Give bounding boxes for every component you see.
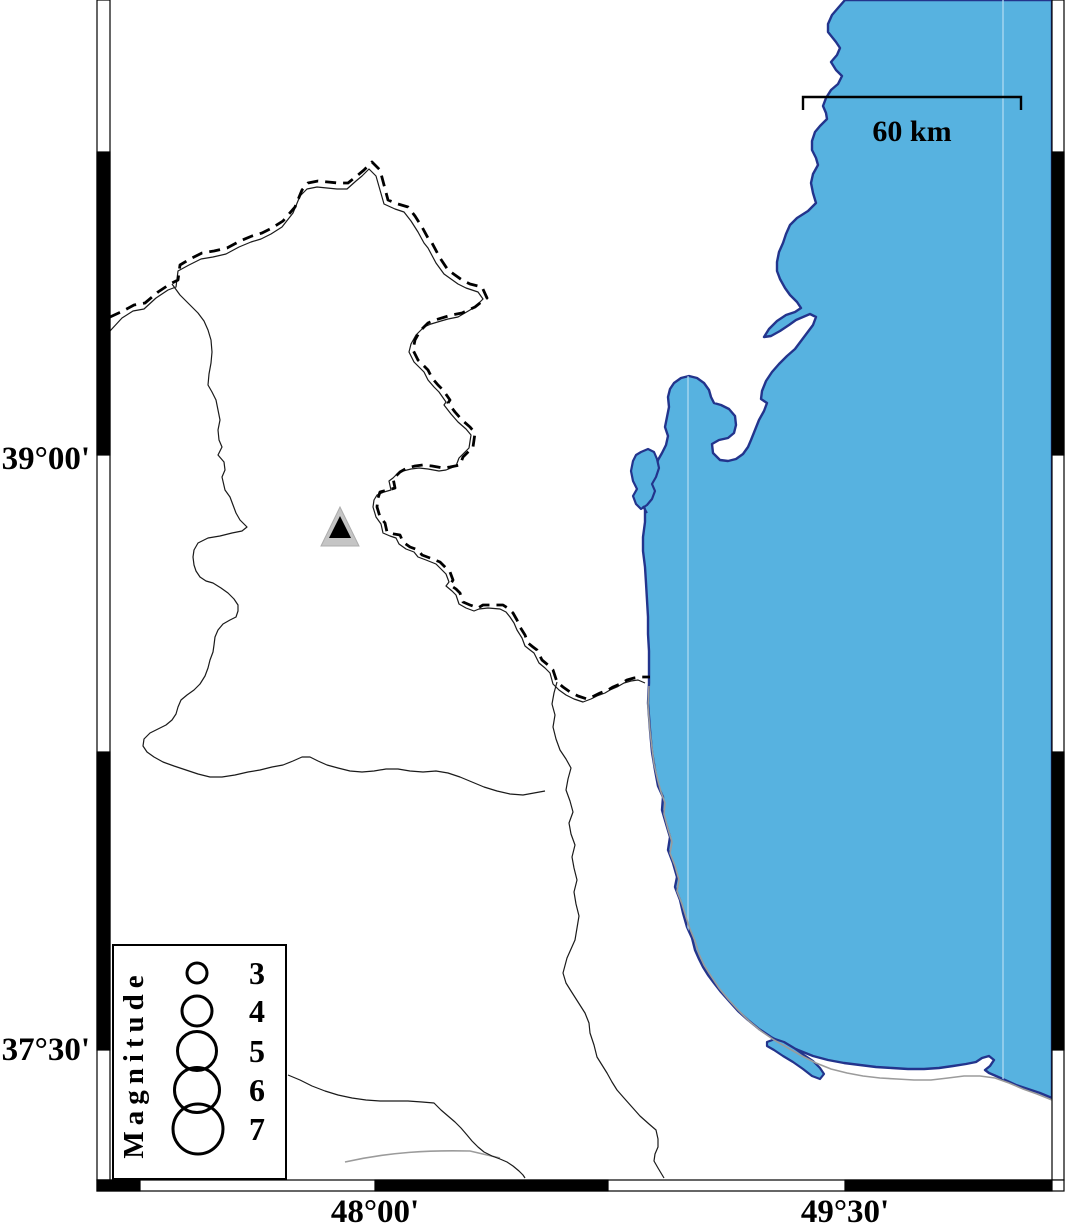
legend-circle-m7 bbox=[171, 1102, 225, 1156]
scale-bar-label: 60 km bbox=[872, 115, 951, 148]
lon-tick-49-30: 49°30' bbox=[801, 1194, 889, 1229]
legend-circle-m6 bbox=[173, 1066, 221, 1114]
legend-circle-m3 bbox=[185, 961, 209, 985]
land-lines bbox=[109, 168, 665, 1179]
legend-circle-m4 bbox=[180, 994, 214, 1028]
dashed-border bbox=[109, 160, 650, 701]
coastal-spit-polygon bbox=[765, 1037, 826, 1081]
scale-bar-line bbox=[801, 95, 1023, 110]
legend-box: Magnitude 3 4 5 6 7 bbox=[112, 944, 287, 1180]
southwest-line bbox=[287, 1074, 526, 1179]
legend-value-m5: 5 bbox=[249, 1033, 265, 1069]
sea-caspian bbox=[641, 0, 1054, 1100]
lat-tick-39-00: 39°00' bbox=[2, 441, 90, 477]
western-river bbox=[142, 283, 546, 796]
lagoon-channel bbox=[642, 505, 648, 514]
station-triangle-inner bbox=[329, 516, 351, 538]
border-river bbox=[109, 168, 646, 703]
scale-bar: 60 km bbox=[801, 95, 1023, 148]
sea-polygon bbox=[641, 0, 1054, 1100]
legend-value-m7: 7 bbox=[249, 1111, 265, 1147]
legend-value-m4: 4 bbox=[249, 993, 265, 1029]
legend-value-m6: 6 bbox=[249, 1072, 265, 1108]
lagoon-polygon bbox=[629, 447, 661, 511]
frame-bottom-black-3 bbox=[844, 1179, 1053, 1192]
frame-left-black-2 bbox=[96, 751, 111, 1051]
frame-bottom-black-1 bbox=[96, 1179, 141, 1192]
southern-river bbox=[551, 681, 665, 1179]
station-triangle-icon bbox=[320, 505, 360, 547]
lat-tick-37-30: 37°30' bbox=[2, 1032, 90, 1068]
frame-right-black-1 bbox=[1051, 151, 1065, 456]
gray-boundary-southwest bbox=[344, 1149, 501, 1163]
frame-left-black-1 bbox=[96, 151, 111, 456]
legend-circle-m5 bbox=[176, 1030, 218, 1072]
frame-right-black-2 bbox=[1051, 751, 1065, 1051]
legend-title: Magnitude bbox=[118, 969, 150, 1158]
frame-bottom-black-2 bbox=[374, 1179, 609, 1192]
gray-coastal-boundary bbox=[647, 685, 1053, 1101]
lon-tick-48-00: 48°00' bbox=[331, 1194, 419, 1229]
legend-value-m3: 3 bbox=[249, 955, 265, 991]
map-frame bbox=[96, 0, 1065, 1192]
